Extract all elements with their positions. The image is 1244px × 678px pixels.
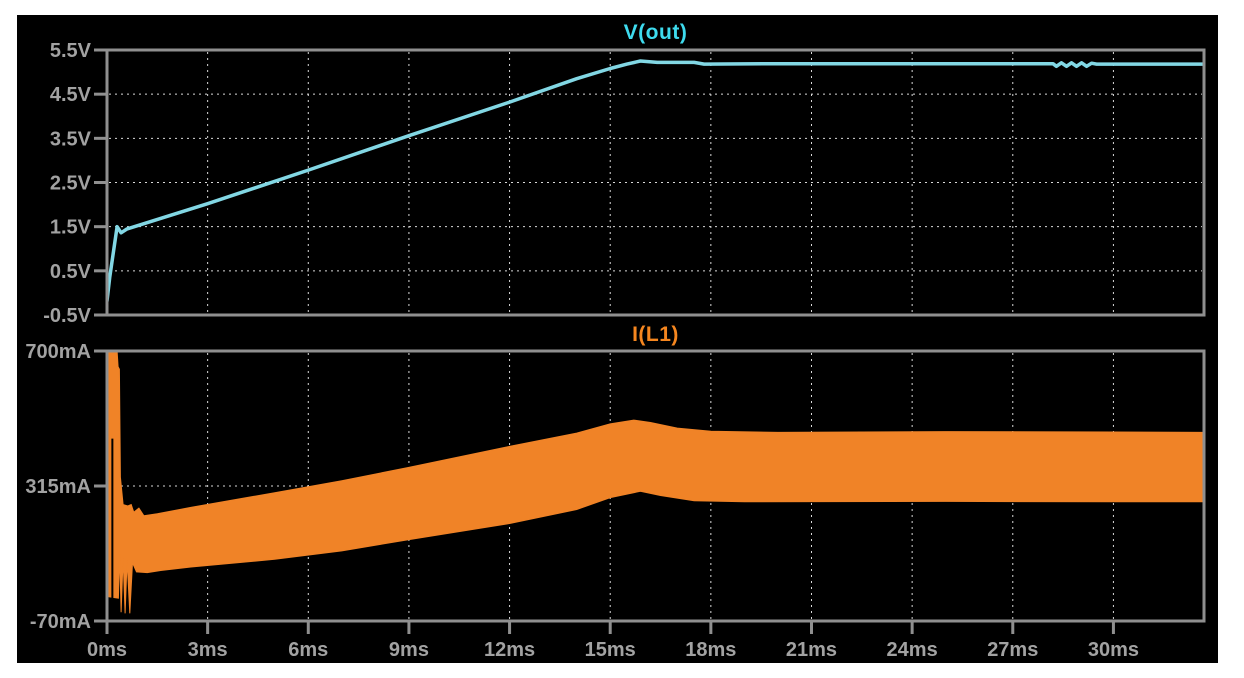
x-axis-label: 27ms: [987, 639, 1038, 661]
x-axis-label: 12ms: [484, 639, 535, 661]
y-axis-label: -0.5V: [43, 305, 91, 327]
il1-trace-label[interactable]: I(L1): [632, 323, 679, 346]
y-axis-label: 2.5V: [50, 173, 92, 195]
waveform-plot-svg[interactable]: 5.5V 4.5V 3.5V 2.5V 1.5V 0.5V -0.5V 700mA 315mA -…: [17, 15, 1218, 663]
x-axis-label: 15ms: [585, 639, 636, 661]
y-axis-label: 5.5V: [50, 40, 92, 62]
x-axis-label: 21ms: [786, 639, 837, 661]
x-axis-label: 18ms: [685, 639, 736, 661]
x-axis-label: 24ms: [887, 639, 938, 661]
y-axis-label: -70mA: [30, 611, 91, 633]
x-axis-label: 3ms: [188, 639, 228, 661]
y-axis-label: 700mA: [25, 341, 91, 363]
y-axis-label: 1.5V: [50, 217, 92, 239]
y-axis-label: 0.5V: [50, 261, 92, 283]
il1-ripple-band[interactable]: [107, 351, 1204, 614]
y-axis-label: 3.5V: [50, 128, 92, 150]
y-axis-label: 315mA: [25, 476, 91, 498]
y-axis-label: 4.5V: [50, 84, 92, 106]
x-axis-label: 9ms: [389, 639, 429, 661]
x-axis-label: 30ms: [1088, 639, 1139, 661]
vout-trace-label[interactable]: V(out): [623, 21, 688, 44]
plot-canvas: V(out) I(L1) 5.5V 4.5V 3.5V 2.5V 1.5V 0.5V -0.…: [17, 15, 1218, 663]
x-axis-label: 6ms: [288, 639, 328, 661]
vout-trace[interactable]: [107, 59, 1204, 303]
x-axis-label: 0ms: [87, 639, 127, 661]
